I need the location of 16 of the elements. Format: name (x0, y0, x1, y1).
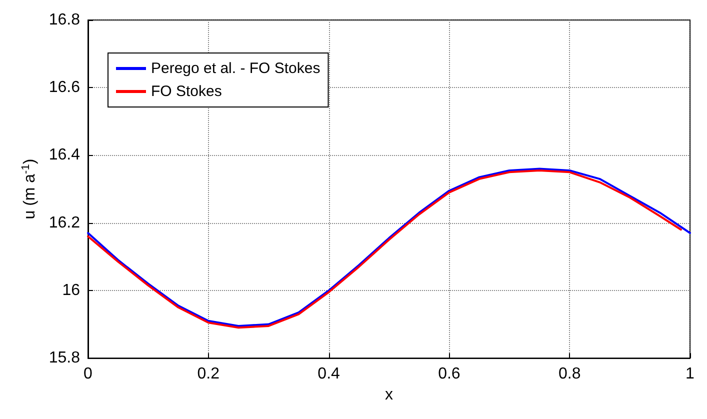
y-tick-label: 16 (62, 282, 80, 299)
x-tick-label: 1 (686, 366, 695, 383)
y-tick-label: 15.8 (48, 350, 80, 367)
x-tick-label: 0.6 (438, 366, 460, 383)
y-tick-label: 16.6 (48, 79, 80, 96)
y-axis-title: u (m a-1) (20, 158, 38, 220)
legend-label: FO Stokes (151, 83, 222, 100)
x-tick-label: 0.4 (318, 366, 340, 383)
y-tick-label: 16.2 (48, 214, 80, 232)
y-tick-label: 16.8 (48, 12, 80, 28)
legend-label: Perego et al. - FO Stokes (151, 60, 320, 77)
x-tick-label: 0.2 (197, 366, 220, 383)
x-axis-title: x (385, 386, 393, 404)
x-tick-label: 0.8 (558, 366, 581, 383)
y-tick-label: 16.4 (48, 146, 80, 164)
x-tick-label: 0 (84, 366, 93, 383)
